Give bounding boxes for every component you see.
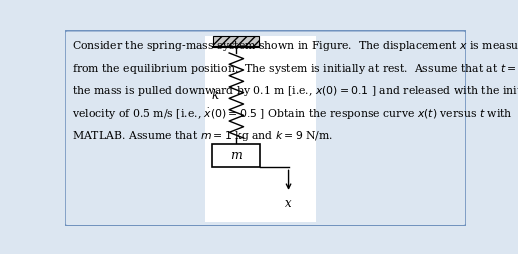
- Bar: [213, 36, 260, 47]
- Text: k: k: [212, 89, 219, 102]
- Text: MATLAB. Assume that $m = 1$ kg and $k = 9$ N/m.: MATLAB. Assume that $m = 1$ kg and $k = …: [72, 129, 333, 143]
- Text: x: x: [285, 197, 292, 210]
- Text: velocity of 0.5 m/s [i.e., $\dot{x}(0) = 0.5$ ] Obtain the response curve $x(t)$: velocity of 0.5 m/s [i.e., $\dot{x}(0) =…: [72, 107, 513, 122]
- Bar: [205, 36, 315, 222]
- Text: the mass is pulled downward by 0.1 m [i.e., $x(0) = 0.1$ ] and released with the: the mass is pulled downward by 0.1 m [i.…: [72, 84, 518, 98]
- Text: Consider the spring-mass system shown in Figure.  The displacement $x$ is measur: Consider the spring-mass system shown in…: [72, 39, 518, 53]
- Bar: [212, 144, 261, 167]
- Text: m: m: [231, 149, 242, 162]
- Text: from the equilibrium position.  The system is initially at rest.  Assume that at: from the equilibrium position. The syste…: [72, 62, 518, 76]
- FancyBboxPatch shape: [65, 30, 466, 226]
